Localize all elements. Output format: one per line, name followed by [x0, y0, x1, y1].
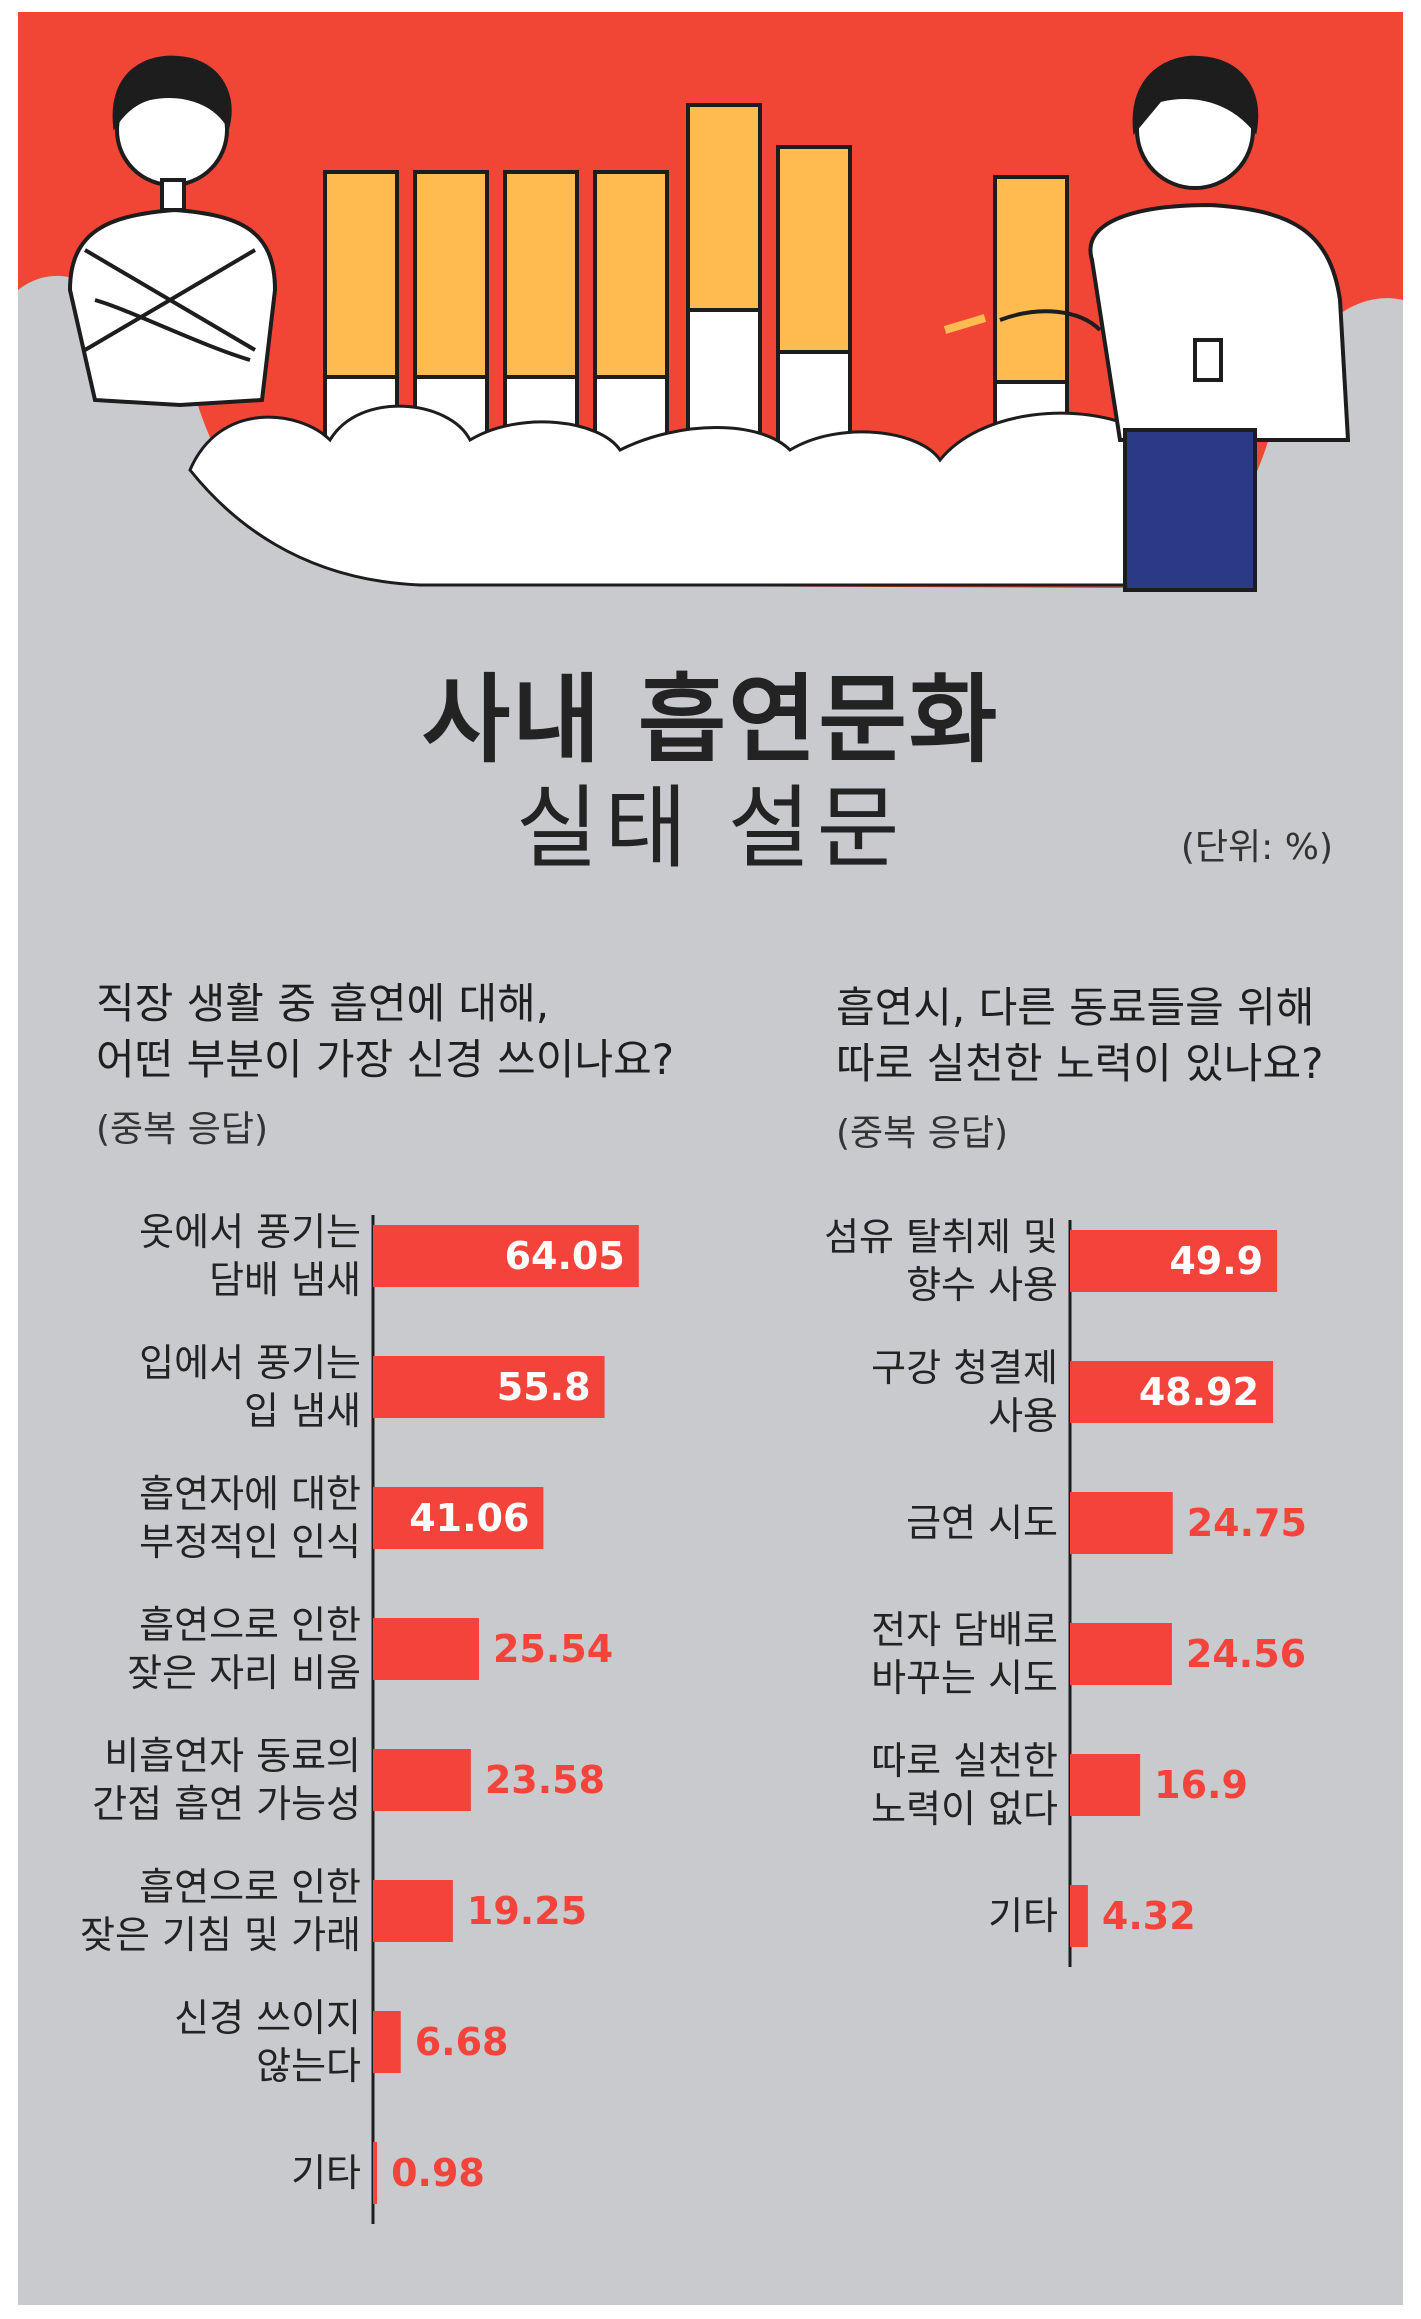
bar: [1070, 1885, 1088, 1947]
category-label: 기타: [291, 2151, 361, 2195]
category-label: 옷에서 풍기는: [139, 1210, 361, 1254]
page-title: 사내 흡연문화: [421, 664, 1000, 776]
bar: [373, 2142, 378, 2204]
category-label: 간접 흡연 가능성: [92, 1782, 361, 1826]
data-label: 25.54: [493, 1627, 613, 1671]
chart-right-question: 흡연시, 다른 동료들을 위해 따로 실천한 노력이 있나요? (중복 응답): [836, 980, 1323, 1162]
category-label: 금연 시도: [906, 1501, 1058, 1545]
chart-left-note: (중복 응답): [96, 1109, 269, 1150]
category-label: 담배 냄새: [209, 1258, 361, 1302]
data-label: 6.68: [415, 2020, 509, 2064]
bar: [1070, 1754, 1141, 1816]
man-illustration: [943, 55, 1351, 592]
data-label: 49.9: [1169, 1239, 1263, 1283]
data-label: 48.92: [1139, 1370, 1259, 1414]
chart-right-question-line-2: 따로 실천한 노력이 있나요?: [836, 1039, 1324, 1088]
category-label: 않는다: [256, 2044, 361, 2088]
category-label: 섬유 탈취제 및: [824, 1215, 1058, 1259]
category-label: 전자 담배로: [871, 1608, 1058, 1652]
bar: [373, 1618, 479, 1680]
bar: [1070, 1623, 1172, 1685]
category-label: 흡연으로 인한: [139, 1603, 361, 1647]
category-label: 잦은 기침 및 가래: [80, 1913, 361, 1957]
bar: [373, 1880, 453, 1942]
category-label: 기타: [988, 1894, 1058, 1938]
category-label: 향수 사용: [906, 1263, 1058, 1307]
data-label: 16.9: [1154, 1763, 1248, 1807]
bar: [373, 1225, 639, 1287]
category-label: 흡연으로 인한: [139, 1865, 361, 1909]
category-label: 잦은 자리 비움: [127, 1651, 361, 1695]
category-label: 입 냄새: [244, 1389, 361, 1433]
bar: [373, 1749, 471, 1811]
chart-left-question-line-2: 어떤 부분이 가장 신경 쓰이나요?: [96, 1035, 675, 1084]
category-label: 구강 청결제: [871, 1346, 1058, 1390]
header-illustration: [67, 55, 1351, 592]
bar: [1070, 1361, 1274, 1423]
bar: [373, 1487, 544, 1549]
gray-background: [18, 275, 1403, 2306]
data-label: 24.56: [1186, 1632, 1306, 1676]
category-label: 신경 쓰이지: [174, 1996, 361, 2040]
bar: [1070, 1230, 1278, 1292]
category-label: 흡연자에 대한: [139, 1472, 361, 1516]
unit-label: (단위: %): [1180, 827, 1333, 868]
category-label: 입에서 풍기는: [139, 1341, 361, 1385]
data-label: 23.58: [485, 1758, 605, 1802]
data-label: 41.06: [409, 1496, 529, 1540]
chart-left-question: 직장 생활 중 흡연에 대해, 어떤 부분이 가장 신경 쓰이나요? (중복 응…: [96, 976, 674, 1158]
category-label: 비흡연자 동료의: [104, 1734, 361, 1778]
data-label: 0.98: [391, 2151, 485, 2195]
data-label: 64.05: [505, 1234, 625, 1278]
bar: [1070, 1492, 1173, 1554]
category-label: 바꾸는 시도: [871, 1656, 1058, 1700]
chart-right-note: (중복 응답): [836, 1113, 1009, 1154]
category-label: 따로 실천한: [871, 1739, 1058, 1783]
page-subtitle: 실태 설문: [515, 776, 906, 881]
chart-right-question-line-1: 흡연시, 다른 동료들을 위해: [836, 983, 1315, 1032]
chart-left-question-line-1: 직장 생활 중 흡연에 대해,: [96, 979, 550, 1028]
data-label: 4.32: [1102, 1894, 1196, 1938]
cigarettes-group: [323, 103, 1069, 479]
data-label: 24.75: [1187, 1501, 1307, 1545]
category-label: 노력이 없다: [871, 1787, 1058, 1831]
bar: [373, 1356, 605, 1418]
data-label: 19.25: [467, 1889, 587, 1933]
bar: [373, 2011, 401, 2073]
category-label: 사용: [988, 1394, 1058, 1438]
woman-illustration: [67, 55, 278, 408]
category-label: 부정적인 인식: [139, 1520, 361, 1564]
data-label: 55.8: [497, 1365, 591, 1409]
